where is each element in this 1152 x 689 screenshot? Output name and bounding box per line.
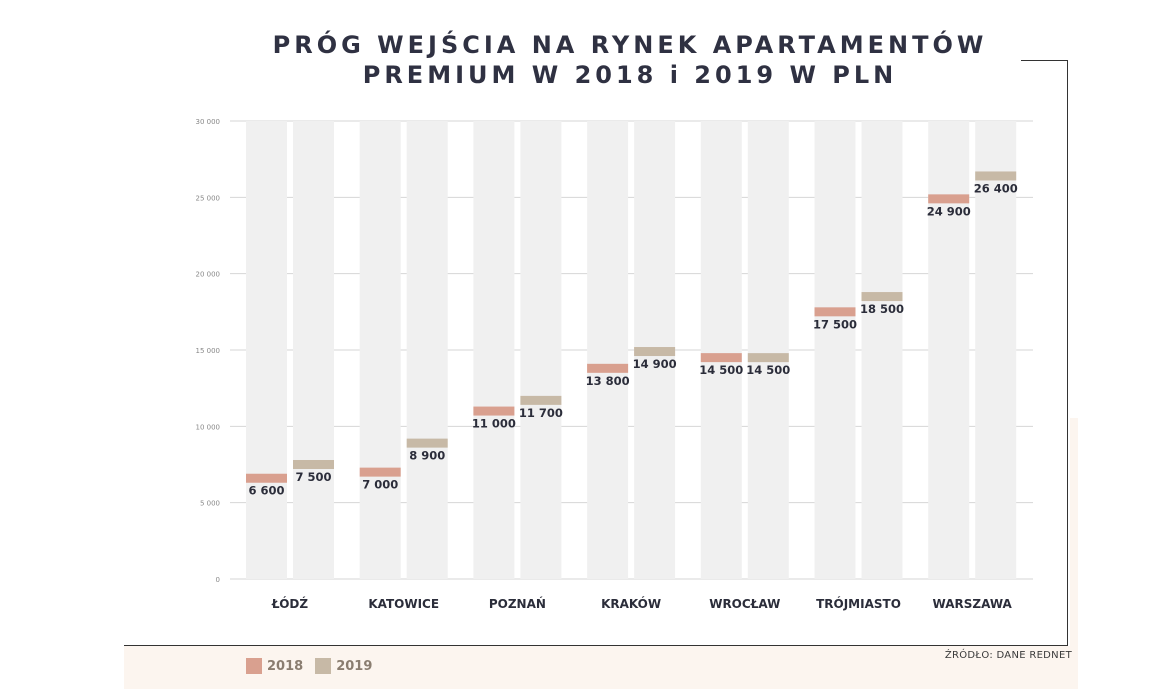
bar-background: [975, 121, 1017, 579]
y-tick-label: 25 000: [196, 194, 221, 202]
bar-marker-2018: [700, 353, 742, 363]
source-note: ŹRÓDŁO: DANE REDNET: [944, 650, 1072, 661]
bar-marker-2018: [587, 363, 629, 373]
data-label: 26 400: [974, 181, 1018, 195]
bar-marker-2018: [246, 473, 287, 483]
bar-background: [700, 121, 742, 579]
legend-label-2019: 2019: [336, 658, 373, 674]
chart-title: PRÓG WEJŚCIA NA RYNEK APARTAMENTÓW PREMI…: [180, 30, 1080, 90]
y-tick-label: 15 000: [196, 347, 221, 355]
bar-background: [520, 121, 562, 579]
bar-marker-2019: [406, 438, 448, 448]
data-label: 7 500: [295, 470, 331, 484]
bar-marker-2019: [634, 347, 676, 357]
legend-swatch-2018: [246, 658, 262, 674]
bar-marker-2019: [747, 353, 789, 363]
bar-marker-2019: [975, 171, 1017, 181]
frame-line-right: [1067, 60, 1068, 645]
bar-marker-2019: [293, 460, 334, 469]
chart-title-line-1: PRÓG WEJŚCIA NA RYNEK APARTAMENTÓW: [272, 31, 988, 59]
data-label: 14 900: [633, 357, 677, 371]
y-tick-label: 30 000: [196, 118, 221, 126]
bar-marker-2019: [861, 292, 903, 302]
data-label: 24 900: [927, 204, 971, 218]
data-label: 8 900: [409, 449, 445, 463]
x-tick-label: TRÓJMIASTO: [816, 596, 901, 611]
bar-background: [473, 121, 515, 579]
legend-label-2018: 2018: [267, 658, 304, 674]
legend-item-2019: 2019: [315, 658, 372, 674]
bar-background: [406, 121, 448, 579]
bar-background: [246, 121, 287, 579]
bar-background: [587, 121, 629, 579]
y-tick-label: 0: [216, 576, 220, 584]
data-label: 17 500: [813, 317, 857, 331]
data-label: 14 500: [699, 363, 743, 377]
data-label: 11 700: [519, 406, 563, 420]
frame-line-bottom: [124, 645, 1068, 646]
background-band-side: [1070, 418, 1078, 646]
legend-item-2018: 2018: [246, 658, 303, 674]
bar-background: [747, 121, 789, 579]
data-label: 14 500: [746, 363, 790, 377]
data-label: 6 600: [248, 484, 284, 498]
data-label: 18 500: [860, 302, 904, 316]
bar-marker-2018: [928, 194, 970, 204]
x-tick-label: POZNAŃ: [489, 596, 546, 611]
legend-swatch-2019: [315, 658, 332, 674]
background-band: [124, 646, 1078, 689]
bar-background: [928, 121, 970, 579]
data-label: 7 000: [362, 478, 398, 492]
x-tick-label: KRAKÓW: [601, 596, 661, 611]
data-label: 11 000: [472, 417, 516, 431]
frame-line-top: [1021, 60, 1068, 61]
x-tick-label: WROCŁAW: [709, 597, 780, 611]
bar-marker-2018: [473, 406, 515, 416]
bar-marker-2019: [520, 395, 562, 405]
bar-marker-2018: [359, 467, 401, 477]
bar-background: [861, 121, 903, 579]
bar-background: [359, 121, 401, 579]
bar-marker-2018: [814, 307, 856, 317]
y-tick-label: 5 000: [200, 500, 220, 508]
bar-background: [293, 121, 334, 579]
x-tick-label: KATOWICE: [368, 597, 439, 611]
y-tick-label: 20 000: [196, 271, 221, 279]
data-label: 13 800: [586, 374, 630, 388]
x-tick-label: ŁÓDŹ: [271, 596, 308, 611]
x-tick-label: WARSZAWA: [933, 597, 1013, 611]
legend: 2018 2019: [246, 658, 372, 674]
bar-background: [814, 121, 856, 579]
chart-title-line-2: PREMIUM W 2018 i 2019 W PLN: [362, 61, 898, 89]
y-tick-label: 10 000: [196, 423, 221, 431]
